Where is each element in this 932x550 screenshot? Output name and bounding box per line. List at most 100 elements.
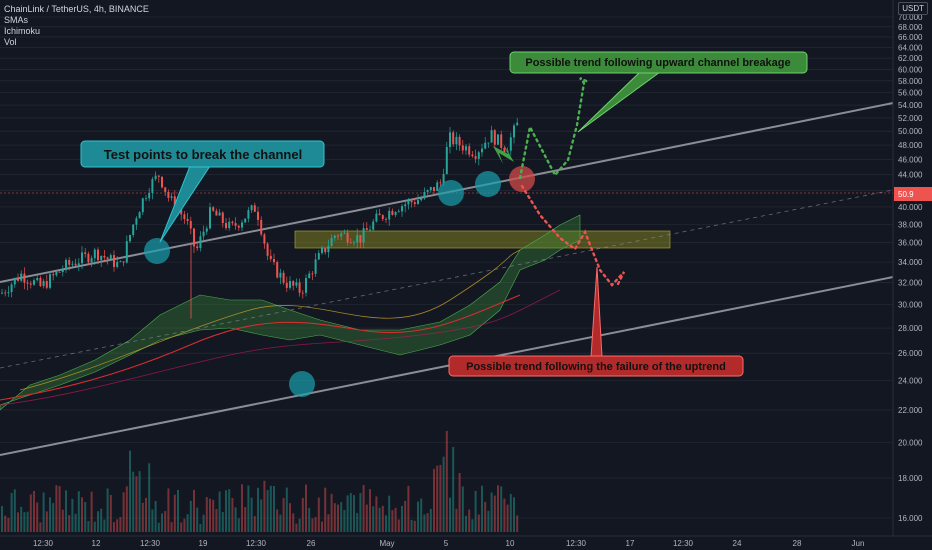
candle-body xyxy=(394,212,397,215)
candle-body xyxy=(253,205,256,212)
volume-bar xyxy=(84,502,87,532)
candle-body xyxy=(333,235,336,238)
volume-bar xyxy=(381,505,384,532)
candle-body xyxy=(369,229,371,231)
volume-bar xyxy=(241,484,243,532)
price-tick-label: 58.000 xyxy=(898,77,923,86)
candle-body xyxy=(260,219,263,235)
candle-body xyxy=(138,212,141,219)
time-axis[interactable]: 12:30 12 12:30 19 12:30 26 May 5 10 12:30 17 12:30 2… xyxy=(0,535,932,550)
volume-bar xyxy=(359,493,362,532)
candle-body xyxy=(77,263,80,266)
volume-bar xyxy=(314,517,317,532)
volume-bar xyxy=(410,519,413,532)
bearish-path xyxy=(520,184,626,288)
volume-bar xyxy=(205,497,208,532)
candle-body xyxy=(356,235,359,243)
indicator-vol[interactable]: Vol xyxy=(4,37,17,47)
candle-body xyxy=(68,260,71,265)
currency-badge[interactable]: USDT xyxy=(898,2,928,15)
candle-body xyxy=(81,252,83,264)
volume-bar xyxy=(132,471,135,532)
candle-body xyxy=(317,253,320,260)
candle-body xyxy=(372,221,375,230)
volume-bar xyxy=(266,490,269,532)
price-tick-label: 22.000 xyxy=(898,406,923,415)
volume-bar xyxy=(388,495,391,532)
volume-bar xyxy=(330,493,333,532)
volume-bar xyxy=(356,513,359,532)
volume-bar xyxy=(151,509,154,532)
volume-bar xyxy=(455,508,458,532)
candle-body xyxy=(199,236,202,249)
candle-body xyxy=(353,242,355,244)
candle-body xyxy=(148,192,151,199)
candle-body xyxy=(340,233,343,237)
volume-bar xyxy=(423,514,426,532)
ichimoku-cloud-area xyxy=(0,214,581,411)
test-point-marker xyxy=(475,171,501,197)
volume-bar xyxy=(401,505,403,532)
volume-bar xyxy=(228,489,231,532)
channel-lower-line xyxy=(0,276,894,456)
indicator-ichimoku[interactable]: Ichimoku xyxy=(4,26,41,36)
volume-bar xyxy=(180,522,183,532)
candle-body xyxy=(429,187,432,191)
candle-body xyxy=(445,146,448,174)
time-axis-bg xyxy=(0,536,932,550)
volume-bar xyxy=(442,456,445,532)
volume-bar xyxy=(87,521,90,532)
candle-body xyxy=(305,278,307,293)
lightning-icon xyxy=(493,143,514,164)
candle-body xyxy=(29,283,32,285)
candle-body xyxy=(509,137,512,151)
volume-bar xyxy=(186,514,189,532)
candle-body xyxy=(311,273,314,275)
volume-bar xyxy=(113,522,115,532)
candle-body xyxy=(289,281,291,288)
price-axis[interactable]: 16.000 18.000 20.000 22.000 24.000 26.000 28.0… xyxy=(892,0,932,550)
candle-body xyxy=(401,206,403,212)
volume-bar xyxy=(439,464,442,532)
volume-bar xyxy=(349,492,352,532)
volume-bar xyxy=(218,491,221,532)
time-tick-label: 12:30 xyxy=(673,539,694,548)
volume-bar xyxy=(513,497,515,532)
volume-bar xyxy=(122,492,125,532)
callout-test-points-text: Test points to break the channel xyxy=(104,147,302,162)
volume-bar xyxy=(257,487,259,532)
volume-bar xyxy=(321,521,323,532)
candle-body xyxy=(55,271,58,276)
symbol-title[interactable]: ChainLink / TetherUS, 4h, BINANCE xyxy=(4,4,149,14)
moving-averages xyxy=(0,249,561,406)
price-tick-label: 38.000 xyxy=(898,220,923,229)
candle-body xyxy=(481,148,483,153)
volume-bar xyxy=(167,488,170,532)
indicator-smas[interactable]: SMAs xyxy=(4,15,29,25)
callout-up-scenario-text: Possible trend following upward channel … xyxy=(525,57,790,69)
candle-body xyxy=(276,262,279,278)
candle-body xyxy=(314,259,317,274)
price-tick-label: 64.000 xyxy=(898,43,923,52)
candle-body xyxy=(116,261,119,267)
candle-body xyxy=(167,191,170,198)
volume-bar xyxy=(23,512,26,532)
volume-bar xyxy=(33,491,35,532)
candle-body xyxy=(500,134,503,148)
volume-bar xyxy=(225,490,227,532)
volume-bar xyxy=(372,506,375,532)
volume-bar xyxy=(234,507,237,532)
volume-bar xyxy=(429,508,432,532)
volume-bar xyxy=(42,492,45,532)
candle-body xyxy=(132,224,135,235)
volume-bar xyxy=(103,519,106,532)
candle-body xyxy=(397,211,400,213)
candle-body xyxy=(141,198,144,213)
candle-body xyxy=(244,218,247,223)
volume-bar xyxy=(209,498,211,532)
candle-body xyxy=(74,263,77,266)
candle-body xyxy=(65,260,67,270)
volume-bar xyxy=(135,476,138,532)
candle-body xyxy=(196,246,199,249)
